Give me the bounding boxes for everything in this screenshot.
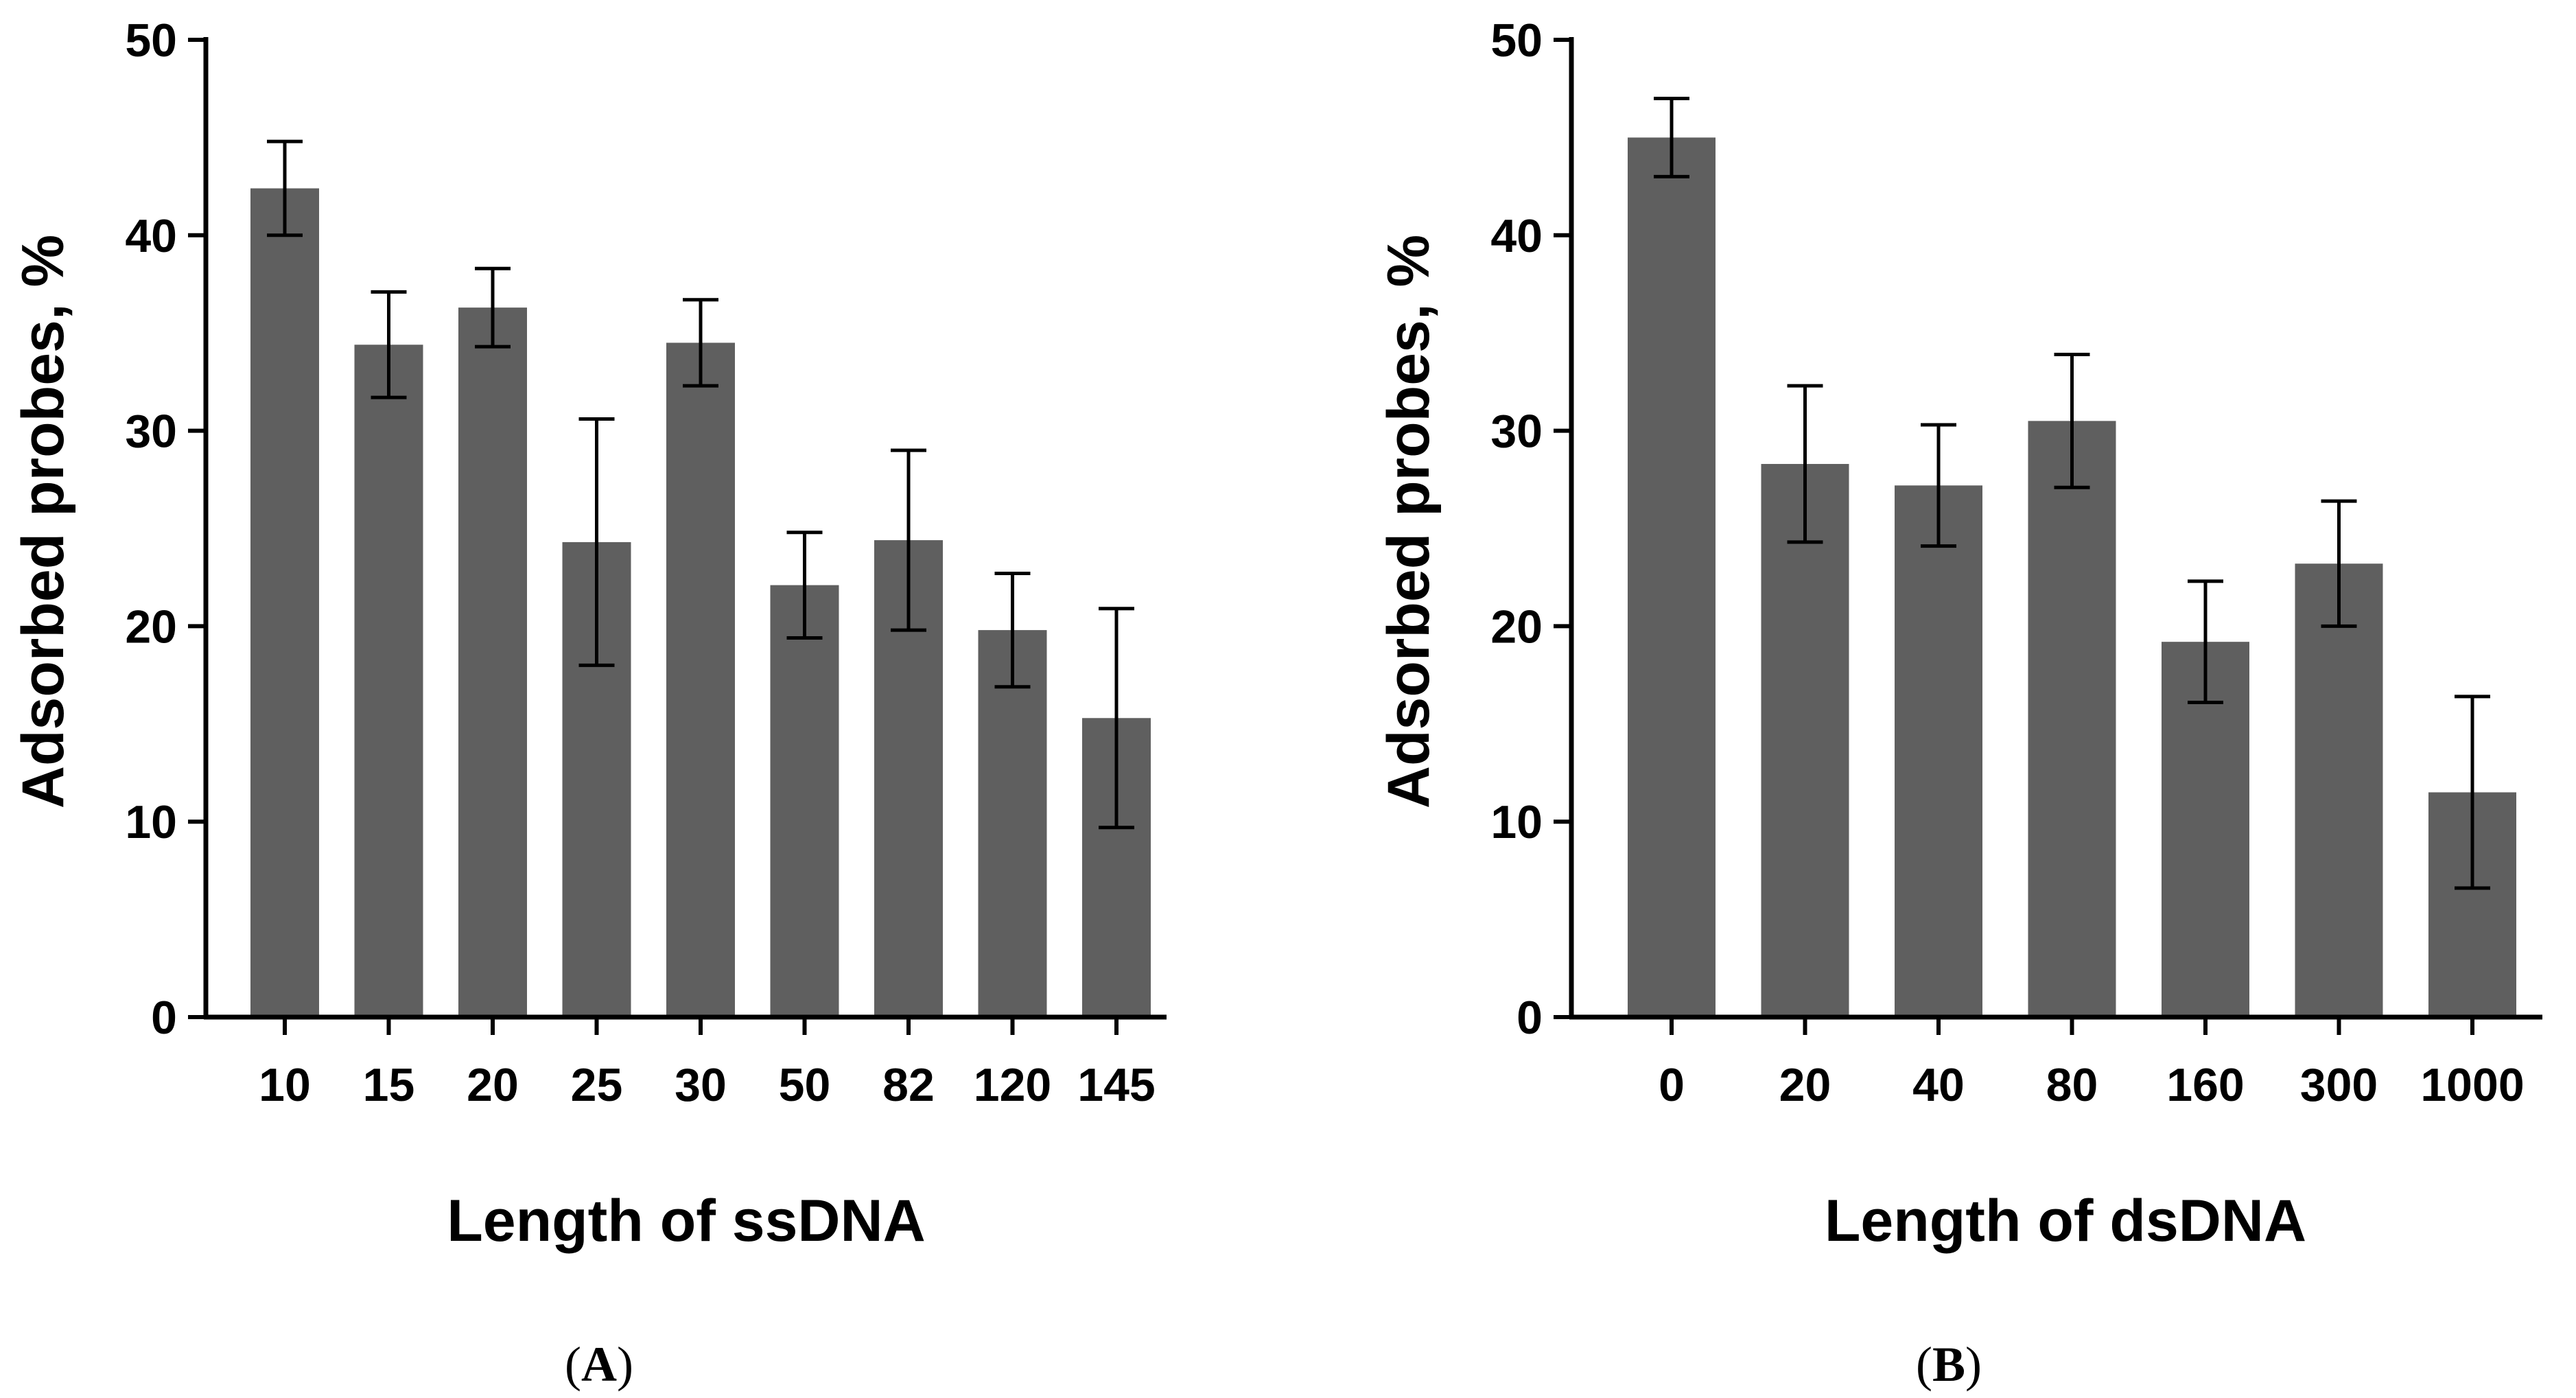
error-bar bbox=[786, 531, 823, 640]
y-tick-label: 30 bbox=[1490, 406, 1543, 458]
error-bar bbox=[2054, 353, 2090, 489]
x-tick-label: 40 bbox=[1912, 1059, 1965, 1111]
panel-label-b-close: ) bbox=[1965, 1337, 1982, 1392]
x-tick-label: 15 bbox=[363, 1059, 415, 1111]
axes-group bbox=[203, 37, 1167, 1020]
error-bars-group bbox=[1654, 96, 2490, 890]
bar bbox=[666, 342, 735, 1017]
bar bbox=[354, 345, 423, 1018]
x-tick-label: 30 bbox=[675, 1059, 727, 1111]
bar bbox=[250, 188, 319, 1017]
bar bbox=[978, 630, 1047, 1017]
y-tick-label: 20 bbox=[1490, 601, 1543, 653]
y-tick-label: 0 bbox=[1517, 992, 1543, 1044]
panel-label-a-open: ( bbox=[565, 1337, 581, 1392]
error-bar bbox=[475, 266, 511, 349]
x-tick-label: 0 bbox=[1659, 1059, 1685, 1111]
panel-label-a: (A) bbox=[565, 1337, 633, 1392]
bar bbox=[2295, 563, 2383, 1017]
panel-label-b-open: ( bbox=[1916, 1337, 1932, 1392]
x-tick-label: 80 bbox=[2046, 1059, 2098, 1111]
error-bar bbox=[1654, 96, 1689, 178]
x-tick-label: 1000 bbox=[2420, 1059, 2524, 1111]
bars-group bbox=[1628, 137, 2516, 1017]
y-tick-label: 0 bbox=[151, 992, 177, 1044]
y-tick-label: 20 bbox=[125, 601, 177, 653]
bar bbox=[458, 307, 527, 1017]
x-tick-label: 120 bbox=[974, 1059, 1051, 1111]
error-bar bbox=[1787, 384, 1823, 544]
error-bar bbox=[371, 290, 407, 399]
bar bbox=[2162, 642, 2249, 1017]
x-tick-label: 20 bbox=[467, 1059, 519, 1111]
y-tick-label: 40 bbox=[125, 210, 177, 262]
panel-label-b-letter: B bbox=[1932, 1337, 1965, 1392]
error-bar bbox=[1921, 423, 1956, 548]
y-tick-label: 50 bbox=[1490, 14, 1543, 67]
bar bbox=[1761, 464, 1849, 1017]
x-ticks-group: 10 15 20 25 30 50 82 120 145 bbox=[259, 1017, 1156, 1111]
axes-group bbox=[1569, 37, 2542, 1020]
x-tick-label: 50 bbox=[779, 1059, 831, 1111]
y-axis-title: Adsorbed probes, % bbox=[10, 235, 76, 808]
y-tick-label: 50 bbox=[125, 14, 177, 67]
bar bbox=[770, 585, 839, 1017]
error-bar bbox=[267, 139, 303, 237]
error-bar bbox=[2455, 695, 2490, 890]
x-axis-title: Length of dsDNA bbox=[1825, 1188, 2306, 1254]
y-ticks-group: 0 10 20 30 40 50 bbox=[1490, 14, 1571, 1044]
bar bbox=[1895, 485, 1982, 1017]
x-tick-label: 145 bbox=[1077, 1059, 1155, 1111]
chart-panel-b: 0 10 20 30 40 50 0 20 40 80 160 300 1000 Length of … bbox=[1376, 14, 2542, 1392]
panel-label-a-letter: A bbox=[581, 1337, 617, 1392]
chart-panel-a: 0 10 20 30 40 50 10 15 20 25 30 50 82 120 145 Length … bbox=[10, 14, 1167, 1392]
panel-label-b: (B) bbox=[1916, 1337, 1982, 1392]
y-tick-label: 30 bbox=[125, 406, 177, 458]
bar bbox=[1628, 137, 1716, 1017]
error-bars-group bbox=[267, 139, 1134, 830]
error-bar bbox=[578, 417, 615, 667]
error-bar bbox=[2188, 579, 2223, 704]
x-tick-label: 20 bbox=[1779, 1059, 1831, 1111]
y-ticks-group: 0 10 20 30 40 50 bbox=[125, 14, 206, 1044]
bar bbox=[2028, 421, 2116, 1017]
y-tick-label: 40 bbox=[1490, 210, 1543, 262]
x-tick-label: 82 bbox=[882, 1059, 935, 1111]
x-tick-label: 160 bbox=[2166, 1059, 2244, 1111]
panel-label-a-close: ) bbox=[617, 1337, 633, 1392]
y-tick-label: 10 bbox=[1490, 796, 1543, 848]
error-bar bbox=[2321, 499, 2357, 628]
y-axis-title: Adsorbed probes, % bbox=[1376, 235, 1442, 808]
x-axis-title: Length of ssDNA bbox=[447, 1188, 926, 1254]
x-ticks-group: 0 20 40 80 160 300 1000 bbox=[1659, 1017, 2525, 1111]
x-tick-label: 10 bbox=[259, 1059, 311, 1111]
error-bar bbox=[1099, 607, 1134, 830]
x-tick-label: 300 bbox=[2300, 1059, 2378, 1111]
error-bar bbox=[683, 298, 718, 388]
error-bar bbox=[994, 572, 1031, 689]
y-tick-label: 10 bbox=[125, 796, 177, 848]
error-bar bbox=[891, 448, 926, 632]
x-tick-label: 25 bbox=[571, 1059, 623, 1111]
